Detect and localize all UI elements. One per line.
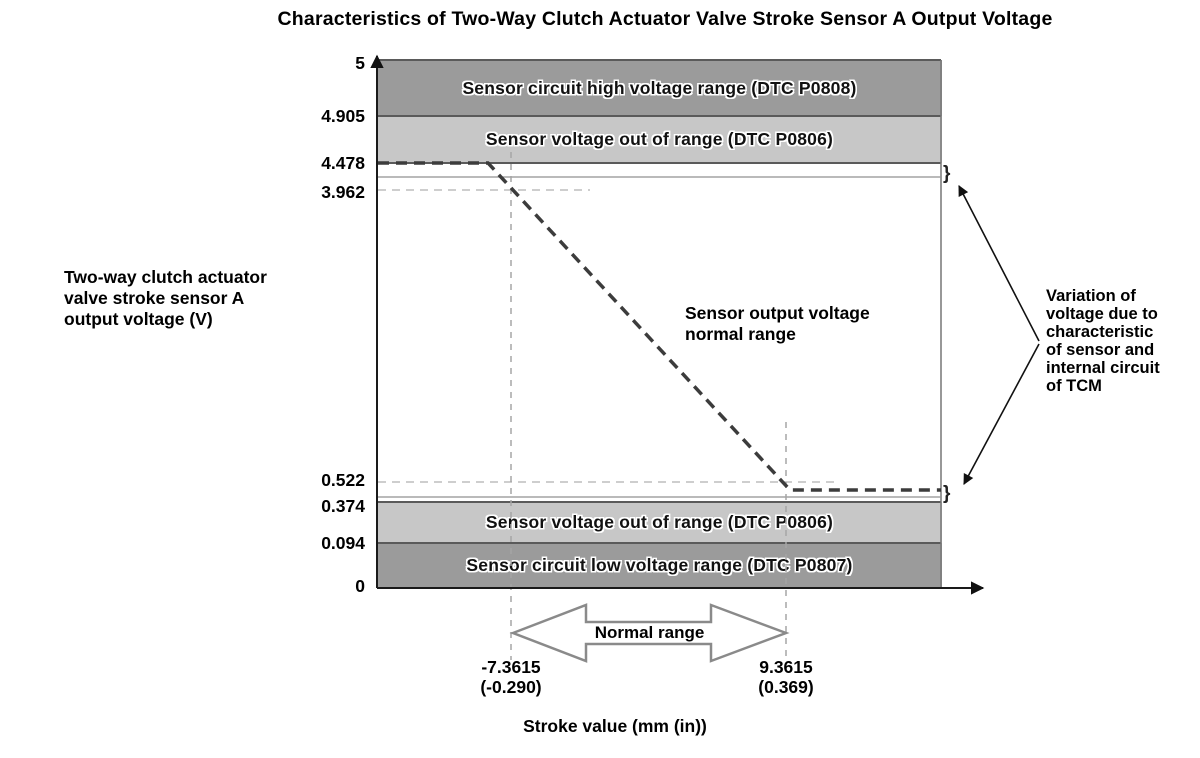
variation-bracket-lower: } <box>943 483 951 504</box>
normal-region-line1: Sensor output voltage <box>685 303 870 323</box>
variation-note: Variation of voltage due to characterist… <box>1046 287 1160 395</box>
variation-note-line1: Variation of <box>1046 287 1136 305</box>
band-out-of-range-upper-label: Sensor voltage out of range (DTC P0806) <box>485 129 834 149</box>
y-tick-4905: 4.905 <box>321 106 365 126</box>
variation-note-line3: characteristic <box>1046 323 1154 341</box>
y-tick-0: 0 <box>355 576 365 596</box>
normal-range-arrow-label: Normal range <box>594 623 705 642</box>
y-tick-5: 5 <box>355 53 365 73</box>
x-tick-right-mm: 9.3615 <box>759 657 813 677</box>
y-axis-title-line1: Two-way clutch actuator <box>64 267 267 287</box>
chart-title: Characteristics of Two-Way Clutch Actuat… <box>277 8 1053 30</box>
variation-note-line4: of sensor and <box>1046 341 1155 359</box>
y-axis-title: Two-way clutch actuator valve stroke sen… <box>64 267 267 330</box>
y-tick-0522: 0.522 <box>321 470 365 490</box>
band-high-voltage-label: Sensor circuit high voltage range (DTC P… <box>462 77 857 98</box>
x-tick-left-mm: -7.3615 <box>481 657 541 677</box>
variation-note-line6: of TCM <box>1046 377 1102 395</box>
y-tick-3962: 3.962 <box>321 182 365 202</box>
normal-region-line2: normal range <box>685 324 796 344</box>
band-out-of-range-upper: Sensor voltage out of range (DTC P0806) <box>377 116 942 163</box>
variation-arrow-upper <box>958 185 1040 342</box>
y-axis-title-line3: output voltage (V) <box>64 309 213 329</box>
x-tick-right-in: (0.369) <box>758 677 814 697</box>
band-low-voltage: Sensor circuit low voltage range (DTC P0… <box>377 543 942 588</box>
y-axis-title-line2: valve stroke sensor A <box>64 288 245 308</box>
band-out-of-range-lower-label: Sensor voltage out of range (DTC P0806) <box>485 512 834 532</box>
x-tick-right: 9.3615 (0.369) <box>706 657 866 697</box>
x-axis-title: Stroke value (mm (in)) <box>523 716 707 736</box>
variation-note-line2: voltage due to <box>1046 305 1158 323</box>
band-out-of-range-lower: Sensor voltage out of range (DTC P0806) <box>377 502 942 543</box>
y-tick-0094: 0.094 <box>321 533 365 553</box>
normal-region-annotation: Sensor output voltage normal range <box>685 303 870 345</box>
y-tick-0374: 0.374 <box>321 496 365 516</box>
band-low-voltage-label: Sensor circuit low voltage range (DTC P0… <box>466 555 853 575</box>
band-high-voltage: Sensor circuit high voltage range (DTC P… <box>377 60 942 116</box>
variation-bracket-upper: } <box>943 163 951 184</box>
x-tick-left-in: (-0.290) <box>480 677 542 697</box>
y-tick-4478: 4.478 <box>321 153 365 173</box>
variation-note-line5: internal circuit <box>1046 359 1160 377</box>
variation-arrow-lower <box>963 343 1040 485</box>
x-tick-left: -7.3615 (-0.290) <box>431 657 591 697</box>
